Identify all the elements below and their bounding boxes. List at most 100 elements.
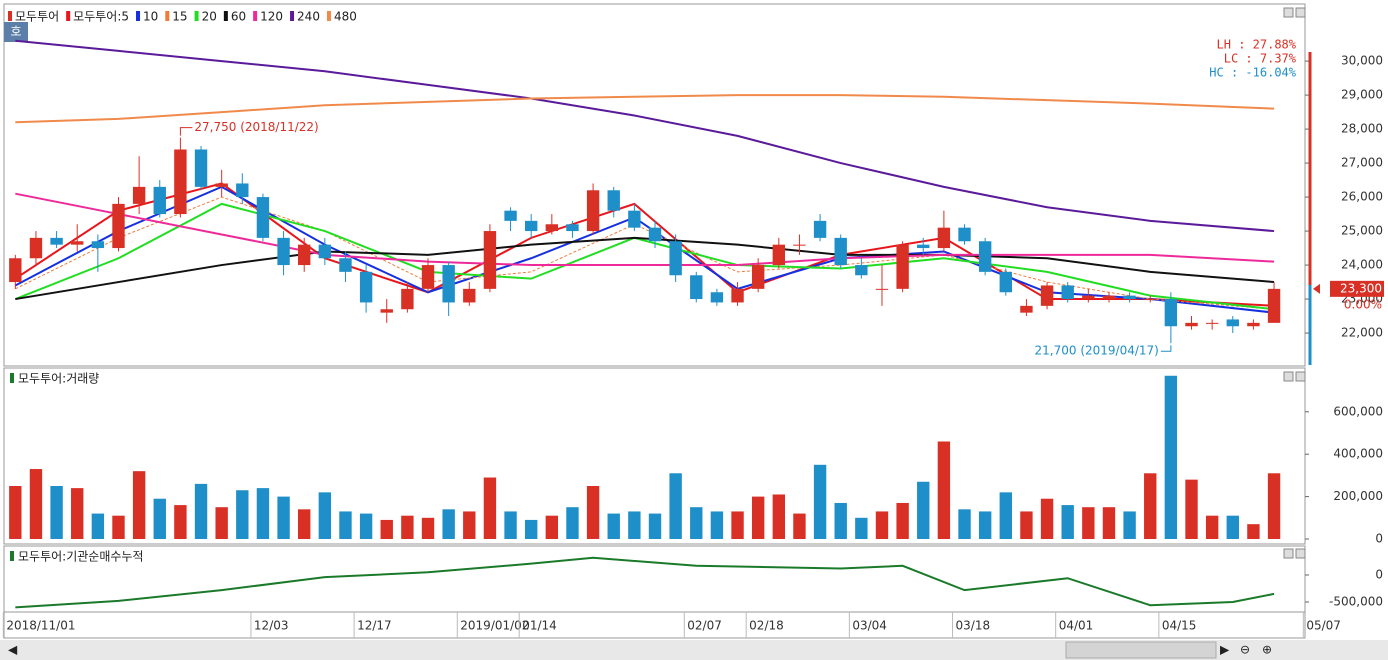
volume-bar — [50, 486, 63, 539]
candle-body — [525, 220, 538, 232]
ma-line — [15, 94, 1275, 124]
volume-bar — [751, 496, 765, 539]
candle-body — [566, 224, 579, 232]
candle-body — [401, 288, 414, 310]
candle-body — [772, 244, 785, 266]
candle-body — [813, 220, 827, 238]
candle-body — [896, 244, 909, 289]
legend-label: 480 — [334, 10, 357, 24]
volume-bar — [855, 517, 868, 539]
volume-bar — [504, 511, 517, 539]
legend-swatch — [253, 11, 258, 21]
candle-body — [174, 149, 187, 215]
volume-bar — [401, 515, 414, 539]
candle-body — [442, 265, 455, 303]
candle-body — [1185, 322, 1198, 327]
low-arrow — [1160, 345, 1172, 352]
volume-bar — [545, 515, 559, 539]
volume-bar — [710, 511, 724, 539]
panel-title: 모두투어:거래량 — [18, 372, 99, 386]
x-tick-label: 12/03 — [254, 619, 289, 633]
x-tick-label: 01/14 — [522, 619, 557, 633]
volume-bar — [1123, 511, 1136, 539]
candle-body — [339, 258, 352, 272]
price-panel — [3, 3, 1306, 367]
candle-body — [380, 309, 393, 313]
volume-bar — [1040, 498, 1054, 539]
high-annotation: 27,750 (2018/11/22) — [194, 120, 318, 134]
change: 0.00% — [1344, 297, 1382, 311]
candle-body — [690, 275, 703, 300]
volume-bar — [236, 490, 249, 539]
volume-bar — [215, 507, 228, 539]
panel-buttons[interactable] — [1283, 7, 1306, 559]
candle-body — [318, 244, 332, 259]
y-tick-label: 600,000 — [1333, 404, 1383, 418]
last-marker — [1313, 283, 1320, 294]
volume-bar — [298, 509, 311, 539]
volume-bar — [1144, 473, 1157, 539]
volume-bar — [339, 511, 352, 539]
volume-bar — [669, 473, 682, 539]
x-tick-label: 04/15 — [1162, 619, 1197, 633]
volume-bar — [896, 502, 909, 539]
scroll-right[interactable]: ▶ — [1220, 643, 1230, 657]
candle-body — [1247, 322, 1260, 327]
volume-bar — [937, 441, 951, 539]
candle-body — [256, 197, 270, 238]
legend-label: 모두투어 — [15, 10, 59, 24]
volume-bar — [153, 498, 166, 539]
zoom-in[interactable]: ⊕ — [1262, 643, 1272, 657]
scroll-left[interactable]: ◀ — [8, 643, 18, 657]
volume-bar — [917, 481, 930, 539]
zoom-out[interactable]: ⊖ — [1240, 643, 1250, 657]
x-axis-area — [3, 611, 1306, 639]
legend-label: 모두투어:5 — [73, 10, 129, 24]
candle-body — [29, 237, 43, 259]
low-annotation: 21,700 (2019/04/17) — [1035, 344, 1159, 358]
side-button-bg[interactable] — [4, 22, 28, 42]
volume-bar — [91, 513, 105, 539]
candle-body — [958, 227, 971, 242]
candle-body — [71, 241, 84, 245]
legend-swatch — [223, 11, 228, 21]
volume-bar — [1247, 524, 1260, 539]
volume-bar — [194, 483, 208, 539]
scroll-thumb[interactable] — [1065, 641, 1217, 659]
volume-bar — [380, 519, 393, 539]
candle-body — [875, 288, 889, 290]
candle-body — [277, 237, 290, 266]
x-tick-label: 12/17 — [357, 619, 392, 633]
legend-swatch — [194, 11, 199, 21]
volume-bar — [586, 486, 600, 539]
y-tick-label: 200,000 — [1333, 489, 1383, 503]
volume-bar — [1226, 515, 1239, 539]
candle-body — [669, 241, 682, 276]
legend-swatch — [165, 11, 170, 21]
x-tick-label: 04/01 — [1059, 619, 1094, 633]
candle-body — [937, 227, 951, 249]
side-button[interactable]: 호 — [10, 25, 21, 39]
y-tick-label: 0 — [1375, 567, 1383, 581]
legend-swatch — [136, 11, 141, 21]
volume-bar — [875, 511, 889, 539]
volume-bar — [112, 515, 125, 539]
x-tick-label: 2019/01/02 — [460, 619, 529, 633]
candle-body — [834, 237, 847, 266]
volume-bar — [9, 486, 22, 539]
ma-line — [15, 192, 1275, 267]
candle-body — [132, 186, 146, 204]
volume-bar — [958, 509, 971, 539]
candle-body — [463, 288, 476, 303]
y-tick-label: 400,000 — [1333, 447, 1383, 461]
volume-bar — [132, 471, 146, 539]
candle-body — [1123, 295, 1136, 300]
candle-body — [1226, 319, 1239, 327]
stat: HC : -16.04% — [1209, 66, 1296, 80]
candle-body — [648, 227, 662, 242]
scrollbar[interactable] — [0, 640, 1388, 660]
panel-title: 모두투어:기관순매수누적 — [18, 550, 143, 564]
candle-body — [1164, 299, 1178, 327]
legend-swatch — [326, 11, 331, 21]
